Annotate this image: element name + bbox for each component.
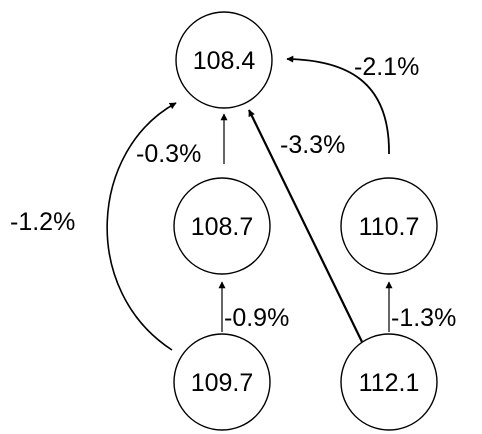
edge-arrow [106,102,177,351]
edge-label-bottom-left-to-top: -1.2% [10,208,75,236]
node-circle [173,177,271,275]
edge-mid-right-to-top: -2.1% [286,53,419,155]
edge-label-mid-left-to-top: -0.3% [136,140,201,168]
edge-label-bottom-right-to-top: -3.3% [280,131,345,159]
node-mid-left: 108.7 [173,177,271,275]
node-circle [173,333,271,431]
node-value: 112.1 [359,369,420,397]
edge-label-bottom-left-to-mid-left: -0.9% [224,304,289,332]
node-value: 109.7 [191,369,254,397]
node-circle [340,333,438,431]
node-circle [175,11,273,109]
node-bottom-right: 112.1 [340,333,438,431]
node-value: 110.7 [359,213,420,241]
edge-bottom-left-to-mid-left: -0.9% [218,281,289,332]
node-value: 108.4 [193,47,256,75]
edge-arrow [248,109,365,347]
edge-bottom-right-to-top: -3.3% [248,109,365,347]
edge-label-bottom-right-to-mid-right: -1.3% [391,304,456,332]
node-mid-right: 110.7 [340,177,438,275]
edge-bottom-left-to-top: -1.2% [10,102,177,351]
node-value: 108.7 [191,213,254,241]
node-circle [340,177,438,275]
node-top: 108.4 [175,11,273,109]
edge-bottom-right-to-mid-right: -1.3% [385,281,456,332]
edge-label-mid-right-to-top: -2.1% [354,53,419,81]
edge-mid-left-to-top: -0.3% [136,113,228,168]
edge-arrow [286,55,390,155]
node-bottom-left: 109.7 [173,333,271,431]
